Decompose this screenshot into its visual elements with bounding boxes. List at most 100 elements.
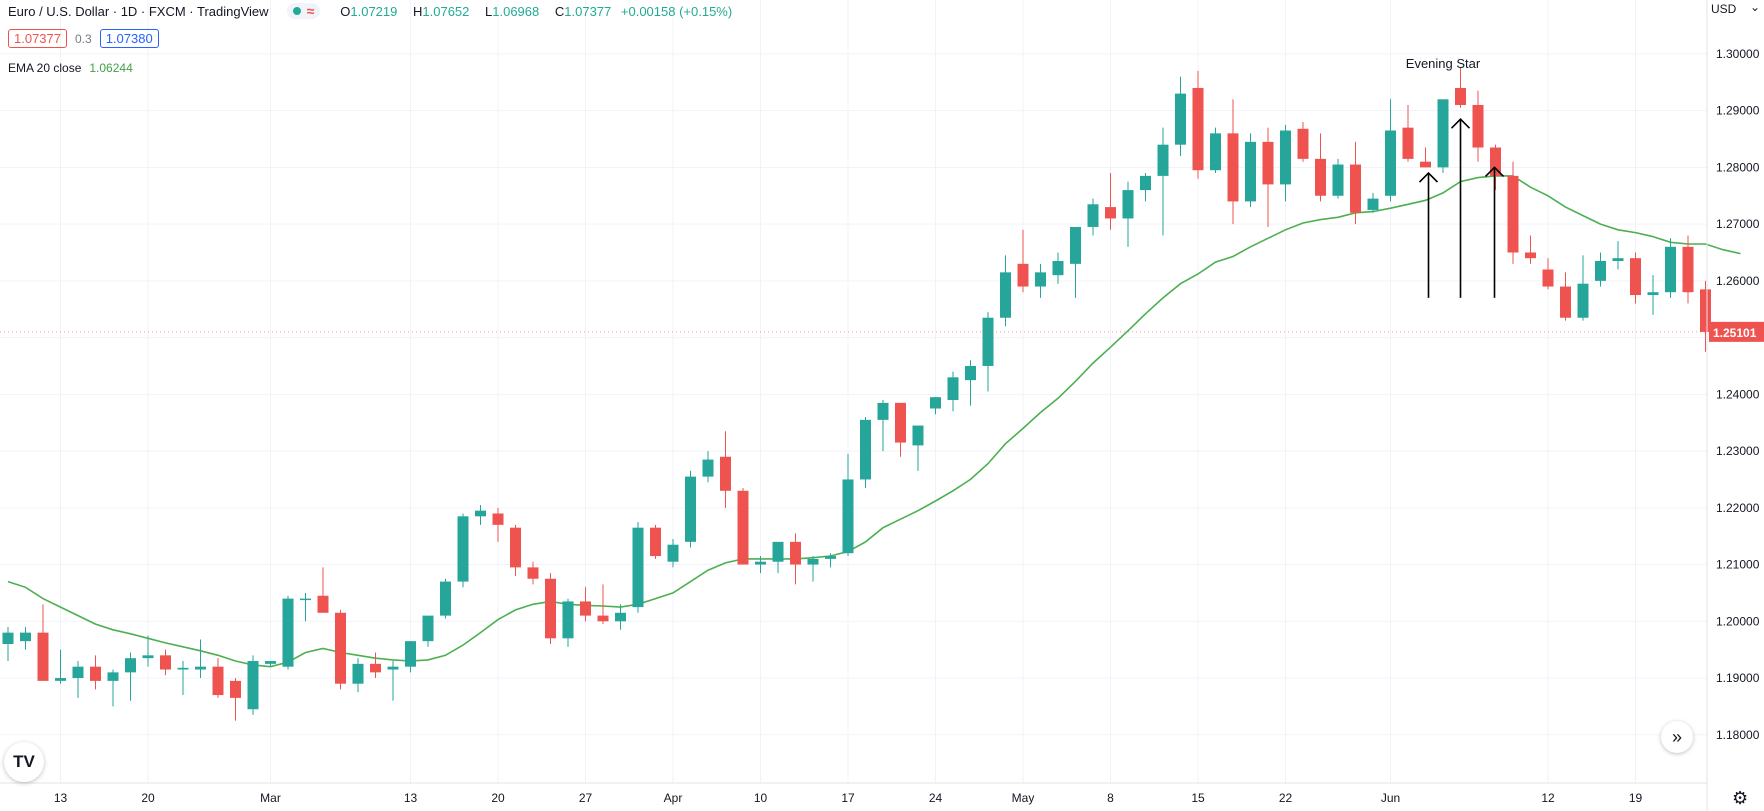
pattern-arrows: Evening Star: [1406, 56, 1505, 298]
x-tick-label: 27: [579, 791, 593, 805]
candle-bullish: [1280, 124, 1291, 202]
candle-bullish: [440, 578, 451, 619]
candle-bearish: [1315, 133, 1326, 202]
candle-body: [1437, 99, 1449, 168]
ema-value: 1.06244: [89, 61, 133, 75]
candle-bullish: [825, 553, 836, 568]
candle-body: [667, 544, 679, 562]
candle-bearish: [1227, 99, 1239, 225]
up-arrow-head: [1418, 171, 1439, 183]
candle-bullish: [125, 652, 136, 701]
candle-bearish: [492, 507, 504, 542]
candle-bullish: [282, 595, 294, 670]
candle-bullish: [1612, 241, 1624, 270]
x-tick-label: 8: [1107, 791, 1114, 805]
candle-body: [405, 641, 416, 667]
candle-bullish: [72, 661, 84, 698]
candle-bearish: [1192, 70, 1204, 179]
close-value: 1.07377: [564, 3, 612, 19]
gear-icon[interactable]: ⚙: [1732, 788, 1749, 808]
candle-body: [55, 678, 66, 681]
y-tick-label: 1.22000: [1716, 501, 1760, 515]
candle-bullish: [1437, 99, 1449, 174]
y-tick-label: 1.30000: [1716, 47, 1760, 61]
candle-bullish: [702, 451, 714, 483]
low-label: L: [485, 3, 493, 19]
candle-body: [492, 513, 504, 525]
candle-body: [912, 425, 924, 446]
candle-bearish: [230, 678, 241, 721]
x-tick-label: 19: [1629, 791, 1643, 805]
y-tick-label: 1.23000: [1716, 444, 1760, 458]
ema-layer: [7, 175, 1741, 668]
candle-body: [177, 667, 189, 670]
candle-body: [370, 663, 381, 673]
x-tick-label: 10: [754, 791, 768, 805]
scroll-to-realtime-button[interactable]: »: [1661, 721, 1693, 753]
candle-bearish: [597, 584, 609, 625]
x-tick-label: 17: [841, 791, 855, 805]
candle-bearish: [1560, 272, 1571, 321]
tradingview-logo-icon[interactable]: TV: [4, 742, 44, 782]
candle-body: [527, 567, 539, 579]
candle-bullish: [20, 626, 31, 650]
candle-body: [247, 661, 259, 710]
candle-body: [947, 377, 959, 401]
candle-body: [1122, 190, 1134, 219]
candle-body: [230, 680, 241, 698]
sell-price-button[interactable]: 1.07377: [8, 29, 67, 48]
candle-bearish: [510, 524, 521, 576]
wave-icon: ≈: [306, 3, 315, 19]
candle-bearish: [90, 655, 101, 690]
candle-body: [457, 516, 469, 582]
chevron-down-icon[interactable]: ⌄: [1750, 0, 1761, 14]
candle-bearish: [212, 658, 224, 698]
candle-body: [20, 632, 31, 642]
candle-body: [1647, 292, 1659, 296]
candle-bearish: [527, 561, 539, 585]
candle-bearish: [317, 567, 329, 613]
candle-body: [1490, 147, 1501, 176]
candle-bullish: [1175, 76, 1186, 157]
currency-label[interactable]: USD: [1711, 2, 1737, 16]
candle-body: [475, 510, 486, 517]
candle-bullish: [982, 312, 994, 392]
candle-body: [160, 655, 171, 670]
candle-body: [1087, 204, 1099, 227]
candle-body: [842, 479, 854, 554]
double-chevron-right-icon: »: [1671, 726, 1682, 747]
buy-price-button[interactable]: 1.07380: [99, 29, 159, 48]
candle-body: [2, 632, 14, 644]
candle-body: [335, 612, 346, 684]
candle-bullish: [755, 556, 766, 574]
symbol-title[interactable]: Euro / U.S. Dollar · 1D · FXCM · Trading…: [8, 3, 269, 19]
x-tick-label: Jun: [1381, 791, 1400, 805]
candle-body: [772, 541, 784, 562]
candle-bullish: [1245, 133, 1256, 208]
y-tick-label: 1.18000: [1716, 728, 1760, 742]
candle-body: [1507, 175, 1519, 253]
candle-body: [1455, 87, 1466, 105]
candle-body: [895, 402, 906, 443]
candle-bullish: [142, 635, 154, 667]
candle-body: [1525, 252, 1536, 259]
candle-bearish: [370, 652, 381, 679]
x-tick-label: Apr: [664, 791, 683, 805]
spread-value: 0.3: [75, 31, 92, 46]
candle-body: [440, 581, 451, 616]
candle-body: [1280, 130, 1291, 185]
x-tick-label: 12: [1541, 791, 1555, 805]
candle-bullish: [1052, 252, 1064, 284]
candle-bearish: [1402, 104, 1414, 162]
candle-bullish: [1035, 263, 1046, 298]
candle-bearish: [580, 587, 591, 622]
candle-body: [860, 419, 871, 480]
candle-body: [685, 476, 696, 542]
candle-bearish: [1525, 235, 1536, 264]
market-status-pill[interactable]: ≈: [286, 3, 321, 19]
ema-legend-row[interactable]: EMA 20 close 1.06244: [8, 61, 133, 75]
candle-bearish: [1350, 141, 1361, 225]
candle-body: [1595, 261, 1606, 281]
candle-bearish: [737, 487, 749, 565]
